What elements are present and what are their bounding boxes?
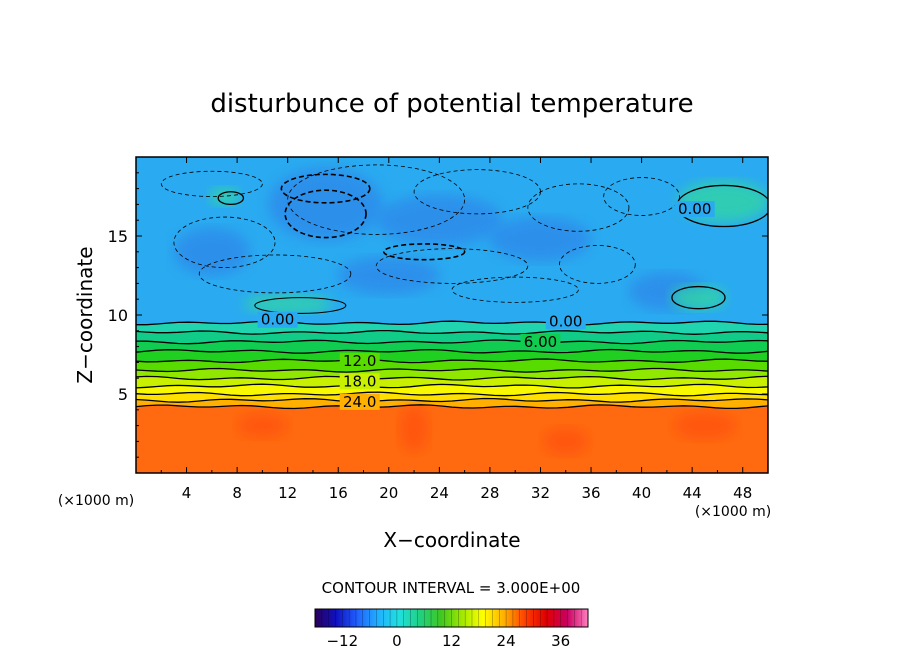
- neg-contour-1: [287, 164, 466, 235]
- cold-anomaly-3: [338, 256, 440, 295]
- x-ticks: 4 8 12 16 20 24 28 32 36 40 44 48: [160, 157, 752, 502]
- chart-title: disturbunce of potential temperature: [210, 89, 693, 119]
- contour-label-6: 0.00: [678, 200, 711, 218]
- x-unit-left: (×1000 m): [58, 493, 134, 509]
- warm-pocket-1: [543, 427, 589, 456]
- neg-contour-3: [527, 183, 630, 232]
- pos-contour-1: [671, 285, 726, 310]
- x-tick-label-24: 24: [430, 484, 449, 502]
- x-tick-label-32: 32: [531, 484, 550, 502]
- colorbar-tick-12: 12: [442, 632, 461, 650]
- contour-label-bg-6: [674, 201, 715, 218]
- neg-contour-7: [173, 216, 276, 269]
- colorbar: −12 0 12 24 36: [314, 608, 589, 650]
- contour-24: [136, 391, 768, 397]
- contour-labels: 0.00 0.00 6.00 12.0 18.0 24.0 0.00: [257, 200, 715, 411]
- x-tick-label-12: 12: [278, 484, 297, 502]
- contour-label-bg-3: [339, 352, 380, 369]
- x-tick-label-28: 28: [480, 484, 499, 502]
- neg-contour-6: [559, 245, 636, 284]
- contour-9: [136, 348, 768, 354]
- plot-area: 0.00 0.00 6.00 12.0 18.0 24.0 0.00: [136, 157, 768, 473]
- colorbar-tick-36: 36: [551, 632, 570, 650]
- contour-label-bg-1: [545, 313, 586, 330]
- pos-contour-2: [217, 191, 245, 206]
- band-33: [136, 404, 768, 473]
- contour-label-bg-4: [339, 373, 380, 390]
- x-tick-label-20: 20: [379, 484, 398, 502]
- colorbar-tick-24: 24: [497, 632, 516, 650]
- contour-label-4: 18.0: [343, 372, 376, 390]
- contour-lines: [136, 164, 768, 410]
- contour-6: [136, 339, 768, 345]
- x-tick-label-40: 40: [632, 484, 651, 502]
- contour-12: [136, 358, 768, 364]
- x-tick-label-36: 36: [581, 484, 600, 502]
- neg-contour-heavy-0: [280, 173, 371, 204]
- neg-contour-9: [603, 177, 680, 216]
- cold-anomaly-0: [268, 168, 383, 241]
- contour-label-bg-0: [257, 311, 298, 328]
- contour-18: [136, 375, 768, 381]
- neg-contour-heavy-2: [382, 243, 466, 261]
- positive-anomaly-1: [670, 284, 727, 311]
- contour-15: [136, 367, 768, 373]
- field-anomalies: [173, 168, 768, 456]
- color-bands: [136, 157, 768, 473]
- contour-label-3: 12.0: [343, 352, 376, 370]
- warm-pocket-2: [237, 412, 288, 439]
- contour-label-2: 6.00: [524, 333, 557, 351]
- neg-contour-4: [198, 254, 352, 294]
- x-tick-label-48: 48: [733, 484, 752, 502]
- contour-label-bg-2: [520, 333, 561, 350]
- contour-label-1: 0.00: [549, 312, 582, 330]
- contour-label-5: 24.0: [343, 393, 376, 411]
- warm-pocket-0: [398, 405, 430, 453]
- cold-anomaly-1: [376, 194, 503, 246]
- x-tick-label-16: 16: [329, 484, 348, 502]
- contour-label-0: 0.00: [261, 311, 294, 329]
- colorbar-segments: [321, 609, 582, 627]
- contour-27: [136, 397, 768, 403]
- contour-0: [136, 320, 768, 326]
- y-ticks: 5 10 15: [108, 172, 768, 458]
- contour-label-bg-5: [339, 393, 380, 410]
- warm-pocket-3: [673, 411, 737, 440]
- colorbar-labels: −12 0 12 24 36: [326, 632, 570, 650]
- x-axis-label: X−coordinate: [383, 528, 520, 552]
- x-tick-label-4: 4: [182, 484, 192, 502]
- contour-21: [136, 383, 768, 389]
- cold-anomaly-4: [173, 228, 250, 276]
- neg-contour-5: [375, 248, 529, 284]
- y-tick-label-5: 5: [118, 385, 128, 404]
- colorbar-tick--12: −12: [326, 632, 358, 650]
- positive-anomaly-2: [243, 294, 332, 314]
- pos-contour-3: [254, 297, 347, 314]
- colorbar-tick-0: 0: [392, 632, 402, 650]
- contour-33: [136, 404, 768, 410]
- y-tick-label-15: 15: [108, 227, 128, 246]
- neg-contour-8: [451, 276, 579, 303]
- x-tick-label-44: 44: [683, 484, 702, 502]
- colorbar-frame: [314, 608, 589, 628]
- neg-contour-0: [160, 170, 263, 197]
- y-tick-label-10: 10: [108, 306, 128, 325]
- contour-interval-note: CONTOUR INTERVAL = 3.000E+00: [322, 579, 581, 597]
- neg-contour-heavy-1: [284, 189, 367, 239]
- cold-anomaly-2: [489, 217, 592, 262]
- x-tick-label-8: 8: [232, 484, 242, 502]
- x-unit-right: (×1000 m): [695, 504, 771, 520]
- contour-3: [136, 329, 768, 335]
- y-axis-label: Z−coordinate: [73, 246, 97, 383]
